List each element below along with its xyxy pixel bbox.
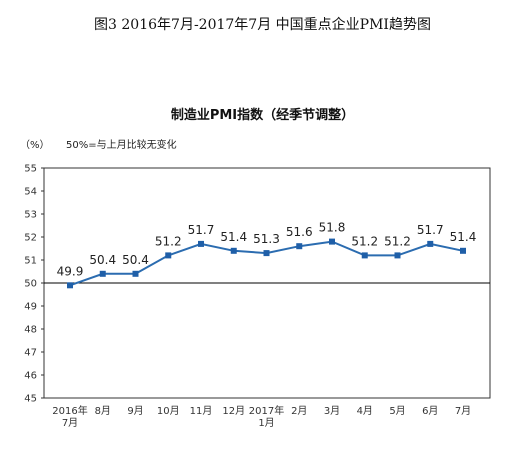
data-labels: 49.9 50.4 50.4 51.2 51.7 51.4 51.3 51.6 51.8 51.2…: [57, 221, 477, 279]
chart-axes: [41, 167, 491, 399]
y-axis-unit: （%）: [20, 139, 50, 151]
data-label: 50.4: [122, 253, 149, 267]
data-point: [460, 247, 466, 254]
data-label: 51.7: [417, 223, 444, 237]
data-point: [361, 252, 368, 259]
data-label: 49.9: [57, 264, 84, 278]
data-point: [230, 247, 237, 254]
x-tick-label: 8月: [95, 405, 111, 417]
data-label: 51.4: [220, 230, 247, 244]
y-tick-label: 52: [24, 233, 37, 244]
x-tick-label: 2月: [291, 405, 307, 417]
x-tick-label: 12月: [222, 405, 245, 417]
x-tick-labels: 2016年 7月 8月 9月 10月 11月 12月 2017年 1月 2月 3月 4月 5月 6月 7月: [52, 404, 471, 429]
data-point: [296, 243, 303, 250]
x-tick-label: 2017年 1月: [249, 404, 284, 429]
x-tick-label: 6月: [422, 405, 438, 417]
data-label: 50.4: [89, 253, 116, 267]
data-point: [263, 250, 270, 257]
y-tick-label: 45: [24, 394, 37, 405]
data-label: 51.2: [351, 234, 378, 248]
data-label: 51.2: [384, 234, 411, 248]
x-tick-label: 7月: [455, 405, 471, 417]
y-tick-labels: 45 46 47 48 49 50 51 52 53 54 55: [24, 164, 37, 405]
baseline-annotation: 50%=与上月比较无变化: [66, 138, 177, 151]
y-tick-label: 50: [24, 279, 37, 290]
chart-notes: （%） 50%=与上月比较无变化: [20, 138, 177, 151]
chart-title: 制造业PMI指数（经季节调整）: [170, 108, 355, 123]
x-tick-label: 10月: [157, 405, 180, 417]
data-point: [99, 270, 106, 277]
data-label: 51.4: [450, 230, 477, 244]
x-tick-label: 2016年 7月: [52, 404, 87, 429]
y-tick-label: 55: [24, 164, 37, 175]
data-label: 51.3: [253, 232, 280, 246]
data-point: [394, 252, 401, 259]
data-point: [329, 238, 335, 245]
data-label: 51.6: [286, 225, 313, 239]
data-label: 51.7: [188, 223, 215, 237]
x-tick-label: 5月: [389, 405, 405, 417]
y-tick-label: 53: [24, 210, 37, 221]
y-tick-label: 49: [24, 302, 37, 313]
data-point: [67, 282, 73, 289]
figure-title: 图3 2016年7月-2017年7月 中国重点企业PMI趋势图: [94, 17, 431, 33]
data-label: 51.8: [319, 221, 346, 235]
data-point: [198, 240, 204, 247]
series-line: [67, 238, 466, 289]
data-point: [427, 240, 434, 247]
data-point: [132, 270, 139, 277]
y-tick-label: 48: [24, 325, 37, 336]
y-tick-label: 46: [24, 371, 37, 382]
y-tick-label: 47: [24, 348, 37, 359]
x-tick-label: 4月: [357, 405, 373, 417]
x-tick-label: 9月: [127, 405, 143, 417]
y-tick-label: 51: [24, 256, 37, 267]
x-tick-label: 3月: [324, 405, 340, 417]
x-tick-label: 11月: [190, 405, 213, 417]
data-label: 51.2: [155, 234, 182, 248]
y-tick-label: 54: [24, 187, 37, 198]
data-point: [165, 252, 172, 259]
